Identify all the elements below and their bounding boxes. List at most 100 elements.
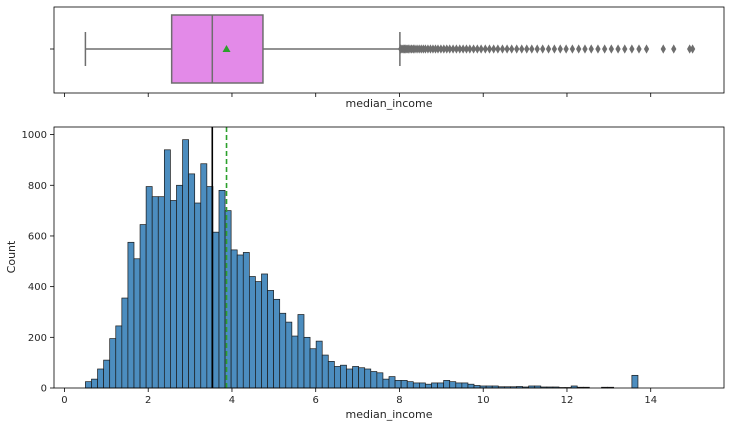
histogram-bar — [382, 378, 390, 389]
histogram-y-tick-label: 600 — [28, 231, 47, 242]
outlier-point — [482, 44, 488, 54]
histogram-x-tick-label: 2 — [145, 395, 151, 406]
histogram-reference-lines — [211, 127, 228, 388]
outlier-point — [557, 44, 563, 54]
outlier-point — [524, 44, 530, 54]
histogram-x-ticks: 0 2 4 6 8 10 12 14 — [61, 388, 657, 406]
histogram-bar — [303, 336, 311, 389]
outlier-point — [671, 44, 677, 54]
histogram-bar — [364, 368, 372, 389]
outlier-point — [540, 44, 546, 54]
histogram-y-tick-label: 200 — [28, 333, 47, 344]
histogram-bar — [467, 383, 475, 389]
histogram-bar — [133, 258, 141, 389]
outlier-point — [491, 44, 497, 54]
outlier-point — [660, 44, 666, 54]
histogram-bar — [394, 380, 402, 389]
histogram-x-tick-label: 6 — [313, 395, 319, 406]
outlier-point — [643, 44, 650, 54]
histogram-bar — [461, 382, 469, 389]
boxplot-marks — [84, 14, 696, 84]
histogram-y-tick-label: 400 — [28, 282, 47, 293]
histogram-bar — [157, 196, 165, 389]
outlier-point — [595, 44, 601, 54]
outlier-point — [467, 44, 473, 54]
histogram-bar — [455, 382, 463, 389]
histogram-bar — [358, 367, 366, 389]
histogram-y-label: Count — [5, 240, 18, 273]
histogram-x-tick-label: 4 — [229, 395, 235, 406]
histogram-bar — [376, 372, 384, 389]
histogram-bar — [273, 298, 281, 389]
histogram-y-tick-label: 1000 — [22, 130, 47, 141]
boxplot-axes-frame — [53, 6, 725, 94]
histogram-bar — [151, 196, 159, 389]
histogram-x-tick-label: 14 — [644, 395, 657, 406]
histogram-bar — [279, 312, 287, 389]
outlier-point — [519, 44, 525, 54]
histogram-bar — [449, 381, 457, 389]
outlier-point — [576, 44, 582, 54]
outlier-point — [529, 44, 535, 54]
histogram-bar — [437, 382, 444, 389]
histogram-bar — [297, 314, 305, 389]
outlier-point — [478, 44, 484, 54]
histogram-bar — [242, 252, 250, 389]
boxplot-chart: median_income — [50, 6, 725, 110]
histogram-x-tick-label: 8 — [396, 395, 402, 406]
outlier-point — [622, 44, 628, 54]
histogram-bar — [285, 321, 293, 389]
histogram-x-tick-label: 10 — [477, 395, 490, 406]
histogram-bar — [170, 200, 177, 389]
histogram-bar — [230, 249, 238, 389]
histogram-bar — [200, 163, 208, 389]
histogram-bar — [327, 361, 335, 389]
boxplot-x-ticks — [64, 93, 652, 97]
histogram-x-label: median_income — [345, 408, 432, 421]
histogram-bar — [352, 366, 359, 389]
histogram-bar — [388, 376, 396, 389]
histogram-bar — [176, 184, 183, 389]
outlier-point — [470, 44, 477, 54]
histogram-bar — [340, 364, 347, 389]
histogram-bar — [163, 149, 171, 389]
outlier-point — [514, 44, 520, 54]
histogram-bar — [121, 297, 129, 389]
histogram-bar — [115, 325, 123, 389]
histogram-bar — [109, 338, 117, 389]
histogram-bar — [267, 290, 274, 389]
boxplot-x-label: median_income — [345, 97, 432, 110]
histogram-bar — [127, 241, 135, 389]
outlier-point — [588, 44, 594, 54]
histogram-bar — [212, 231, 220, 389]
outlier-point — [551, 44, 558, 54]
histogram-bar — [400, 380, 408, 389]
histogram-bar — [188, 173, 196, 389]
outlier-point — [509, 44, 515, 54]
histogram-bar — [412, 382, 420, 389]
mean-marker — [222, 45, 231, 52]
outlier-point — [563, 44, 569, 54]
histogram-bar — [406, 381, 414, 389]
histogram-axes-frame — [53, 126, 725, 389]
histogram-bar — [182, 139, 189, 389]
outlier-point — [569, 44, 576, 54]
histogram-bar — [309, 348, 317, 389]
histogram-y-tick-label: 0 — [41, 384, 47, 395]
histogram-bar — [291, 335, 299, 389]
histogram-bar — [425, 383, 432, 389]
outlier-point — [504, 44, 510, 54]
histogram-bar — [139, 224, 147, 389]
histogram-x-tick-label: 0 — [61, 395, 67, 406]
histogram-bar — [631, 374, 639, 389]
histogram-bar — [85, 381, 92, 389]
outlier-point — [636, 44, 642, 54]
histogram-bar — [194, 202, 202, 389]
histogram-bar — [218, 189, 226, 389]
outlier-point — [499, 44, 506, 54]
outlier-point — [545, 44, 552, 54]
histogram-bar — [236, 254, 244, 389]
outlier-point — [486, 44, 493, 54]
histogram-bars — [85, 139, 639, 389]
